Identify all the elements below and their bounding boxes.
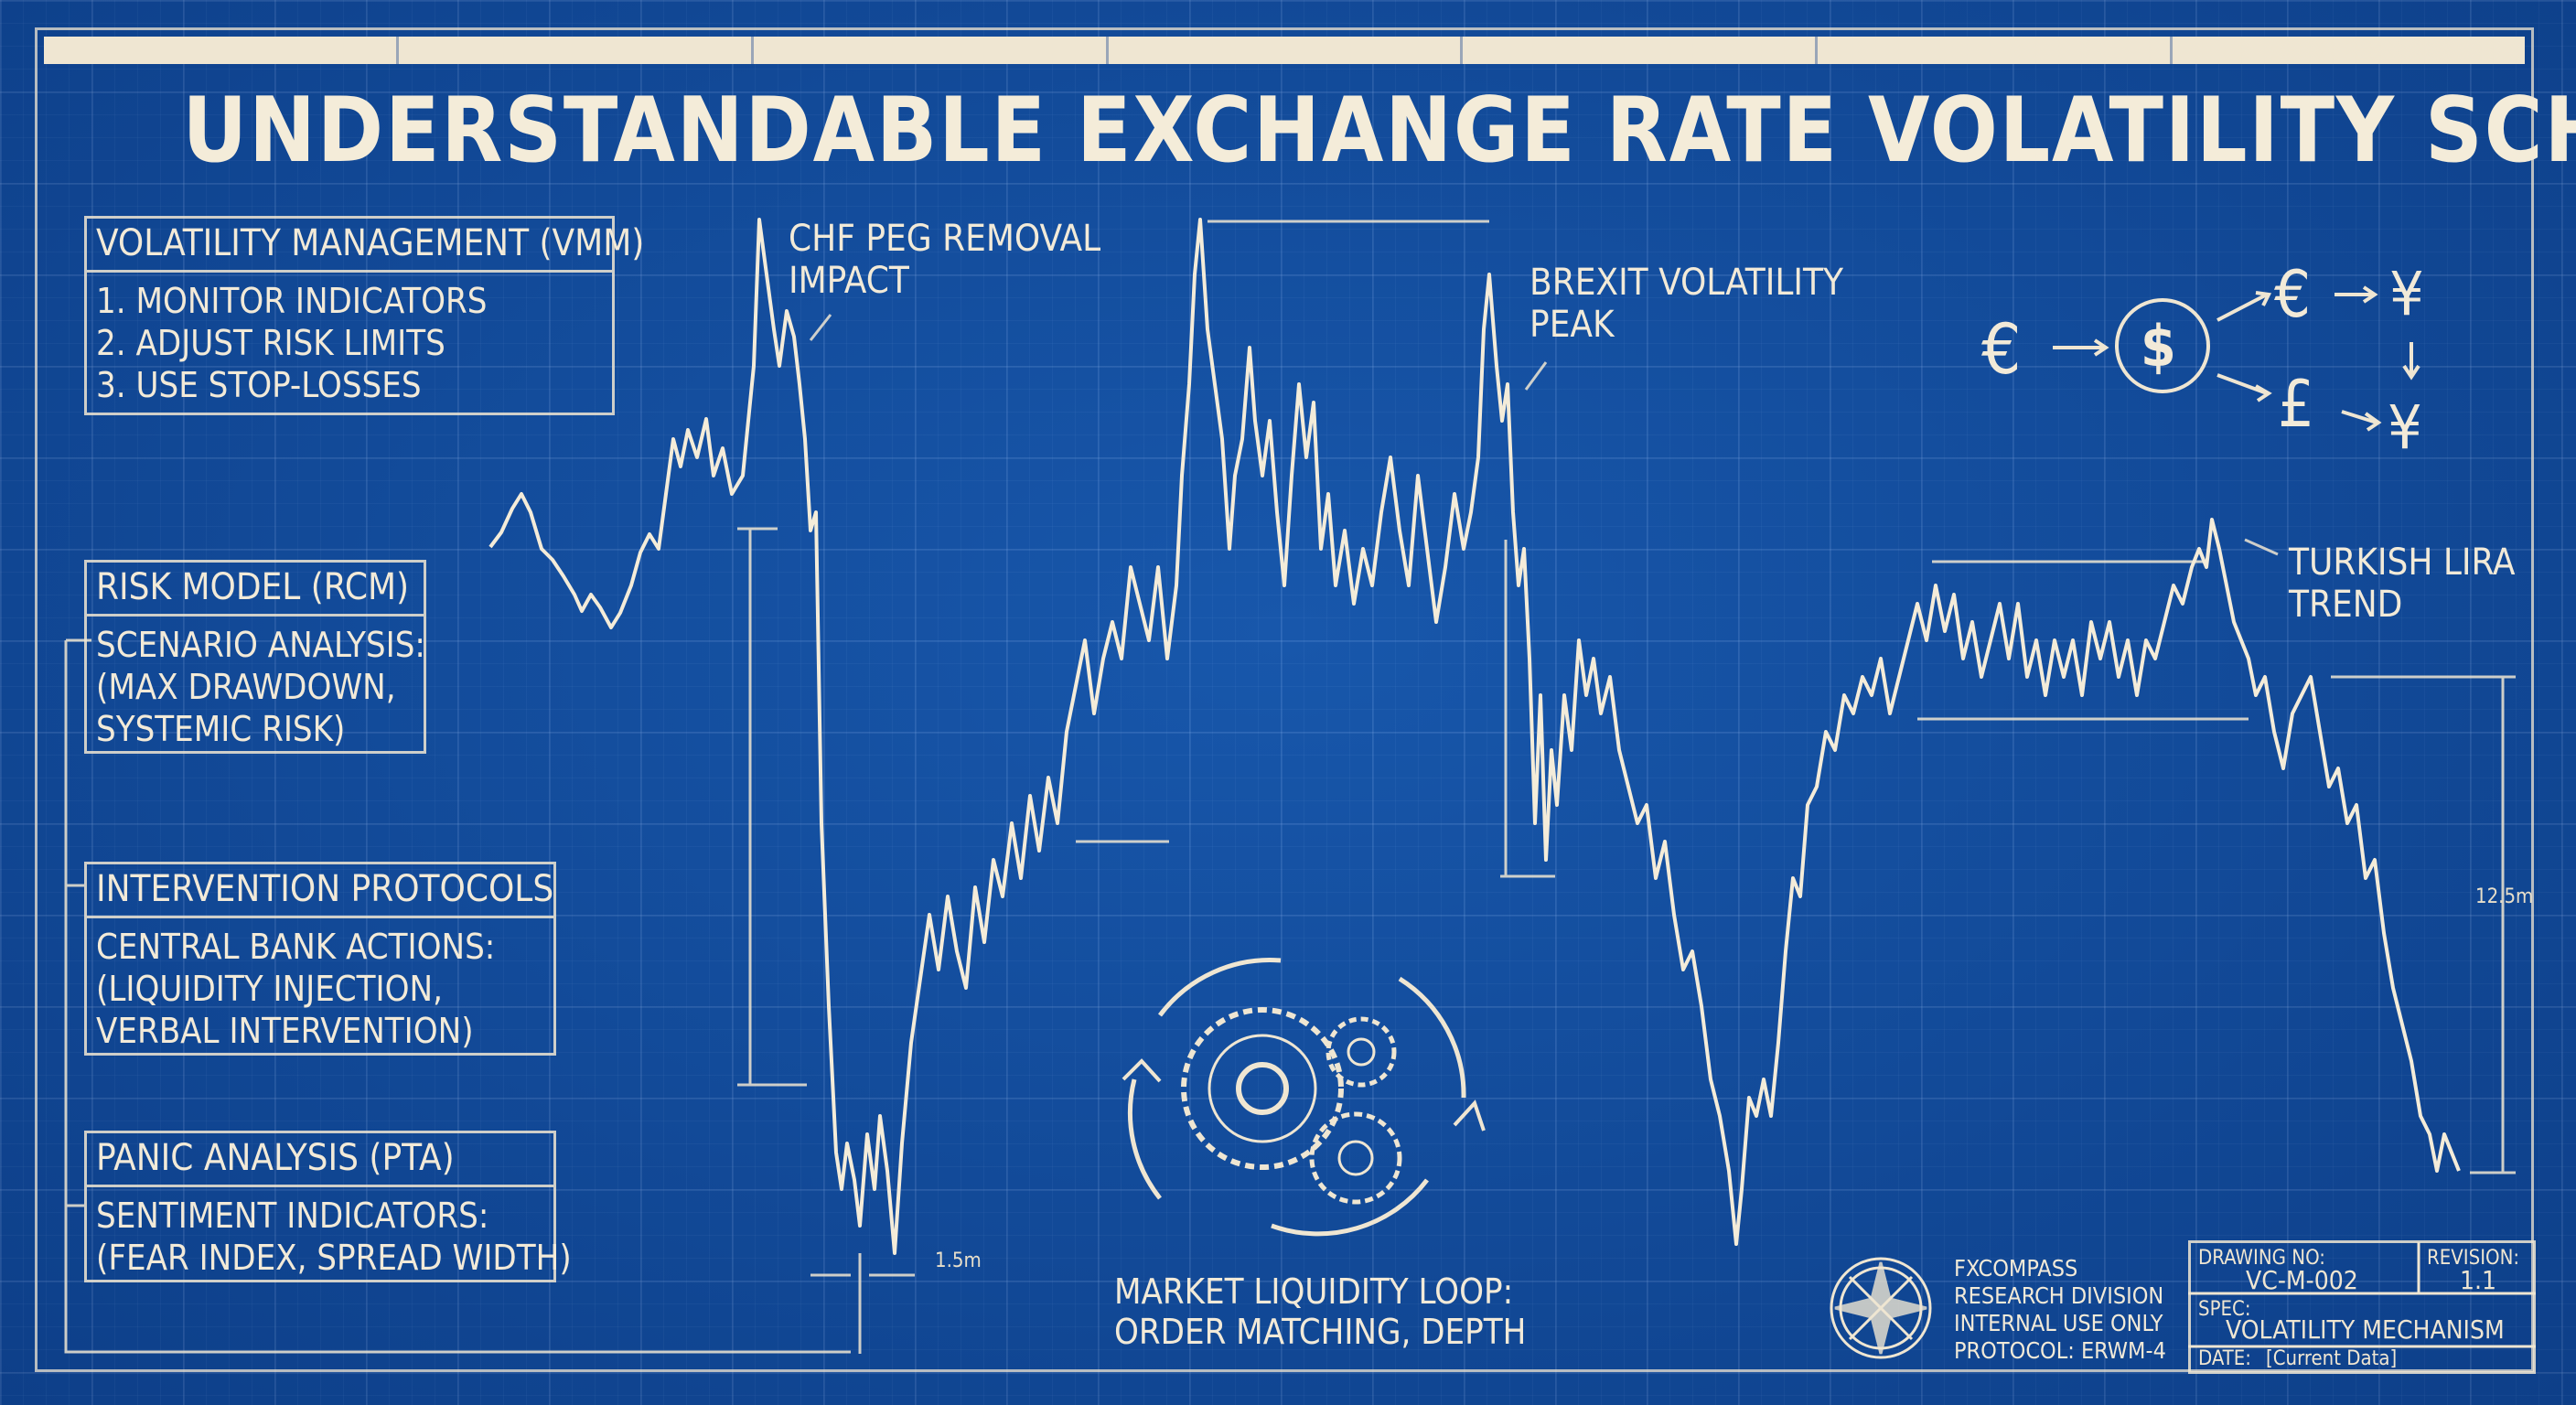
euro-symbol-right: € <box>2274 257 2312 332</box>
annotation-chf-line: CHF PEG REMOVAL <box>789 218 1101 260</box>
intervention-panel: INTERVENTION PROTOCOLS CENTRAL BANK ACTI… <box>84 862 556 1056</box>
dimension-line-1-5m <box>810 1253 915 1354</box>
dimension-label-12-5m: 12.5m <box>2475 885 2534 908</box>
revision-label: REVISION: <box>2427 1247 2520 1270</box>
euro-symbol-left: € <box>1981 308 2022 390</box>
dollar-circle <box>2115 298 2210 393</box>
rcm-heading: RISK MODEL (RCM) <box>87 563 424 617</box>
liquidity-loop-line: ORDER MATCHING, DEPTH <box>1114 1312 1527 1352</box>
org-classification: INTERNAL USE ONLY <box>1954 1310 2163 1336</box>
volatility-trace <box>488 218 2461 1255</box>
annotation-chf: CHF PEG REMOVAL IMPACT <box>789 218 1100 302</box>
org-division: RESEARCH DIVISION <box>1954 1282 2164 1309</box>
org-protocol: PROTOCOL: ERWM-4 <box>1954 1337 2166 1364</box>
leader-arrow-lira <box>2244 538 2279 556</box>
pta-heading: PANIC ANALYSIS (PTA) <box>87 1133 553 1187</box>
dimension-label-1-5m: 1.5m <box>935 1249 982 1272</box>
intervention-line: CENTRAL BANK ACTIONS: <box>96 927 496 967</box>
rcm-line: SYSTEMIC RISK) <box>96 709 346 749</box>
page-title: UNDERSTANDABLE EXCHANGE RATE VOLATILITY … <box>182 79 2576 183</box>
organization-info: FXCOMPASS RESEARCH DIVISION INTERNAL USE… <box>1954 1255 2166 1365</box>
title-block-grid <box>2188 1242 2536 1348</box>
vmm-heading: VOLATILITY MANAGEMENT (VMM) <box>87 219 644 273</box>
arrow-euro-to-dollar <box>2053 338 2109 357</box>
compass-rose-icon <box>1830 1257 1932 1359</box>
arrow-dollar-to-euro <box>2216 291 2272 322</box>
pta-line: (FEAR INDEX, SPREAD WIDTH) <box>96 1238 572 1278</box>
rcm-line: SCENARIO ANALYSIS: <box>96 625 425 665</box>
annotation-chf-line: IMPACT <box>789 260 909 302</box>
arrow-dollar-to-pound <box>2216 373 2272 402</box>
rcm-line: (MAX DRAWDOWN, <box>96 667 396 707</box>
annotation-lira-line: TREND <box>2289 584 2403 626</box>
arrow-euro-to-yen <box>2334 285 2378 304</box>
currency-flow-arrows <box>2053 285 2420 432</box>
drawing-border <box>35 27 2534 1372</box>
date-value: [Current Data] <box>2266 1347 2398 1370</box>
annotation-brexit: BREXIT VOLATILITY PEAK <box>1530 262 1843 346</box>
annotation-lira-line: TURKISH LIRA <box>2289 542 2516 584</box>
org-name: FXCOMPASS <box>1954 1255 2078 1282</box>
drawing-number-value: VC-M-002 <box>2246 1265 2358 1295</box>
spec-label: SPEC: <box>2198 1298 2251 1321</box>
pta-line: SENTIMENT INDICATORS: <box>96 1196 489 1236</box>
vmm-panel: VOLATILITY MANAGEMENT (VMM) 1. MONITOR I… <box>84 216 644 415</box>
leader-arrow-chf <box>809 314 832 341</box>
vmm-item: 2. ADJUST RISK LIMITS <box>96 323 445 363</box>
dimension-line-chf <box>737 527 807 1087</box>
intervention-heading: INTERVENTION PROTOCOLS <box>87 864 553 918</box>
arrow-yen-down <box>2402 342 2420 381</box>
gears-loop-icon <box>1122 958 1486 1237</box>
annotation-brexit-line: PEAK <box>1530 304 1615 346</box>
intervention-line: VERBAL INTERVENTION) <box>96 1011 474 1051</box>
date-label: DATE: <box>2198 1347 2251 1370</box>
yen-symbol-top: ¥ <box>2389 259 2424 329</box>
title-block: DRAWING NO: VC-M-002 REVISION: 1.1 SPEC:… <box>2188 1240 2536 1374</box>
yen-symbol-bottom: ¥ <box>2388 392 2422 463</box>
pta-panel: PANIC ANALYSIS (PTA) SENTIMENT INDICATOR… <box>84 1131 572 1282</box>
spec-value: VOLATILITY MECHANISM <box>2226 1314 2505 1345</box>
pound-symbol: £ <box>2278 367 2315 442</box>
dimension-line-12-5m <box>2331 675 2516 1174</box>
connector-bracket <box>64 640 851 1354</box>
liquidity-loop-line: MARKET LIQUIDITY LOOP: <box>1114 1271 1514 1312</box>
vmm-item: 3. USE STOP-LOSSES <box>96 365 422 405</box>
annotation-lira: TURKISH LIRA TREND <box>2289 542 2516 626</box>
top-ruler-strip <box>44 37 2525 64</box>
liquidity-loop-caption: MARKET LIQUIDITY LOOP: ORDER MATCHING, D… <box>1114 1271 1526 1352</box>
arrow-pound-to-yen <box>2341 410 2382 432</box>
dimension-line-brexit <box>1500 540 1555 878</box>
revision-value: 1.1 <box>2460 1265 2497 1295</box>
rcm-panel: RISK MODEL (RCM) SCENARIO ANALYSIS: (MAX… <box>84 560 426 754</box>
vmm-item: 1. MONITOR INDICATORS <box>96 281 488 321</box>
dollar-symbol: $ <box>2141 313 2176 380</box>
leader-arrow-brexit <box>1524 361 1548 391</box>
drawing-number-label: DRAWING NO: <box>2198 1247 2325 1270</box>
annotation-brexit-line: BREXIT VOLATILITY <box>1530 262 1843 304</box>
intervention-line: (LIQUIDITY INJECTION, <box>96 969 443 1009</box>
